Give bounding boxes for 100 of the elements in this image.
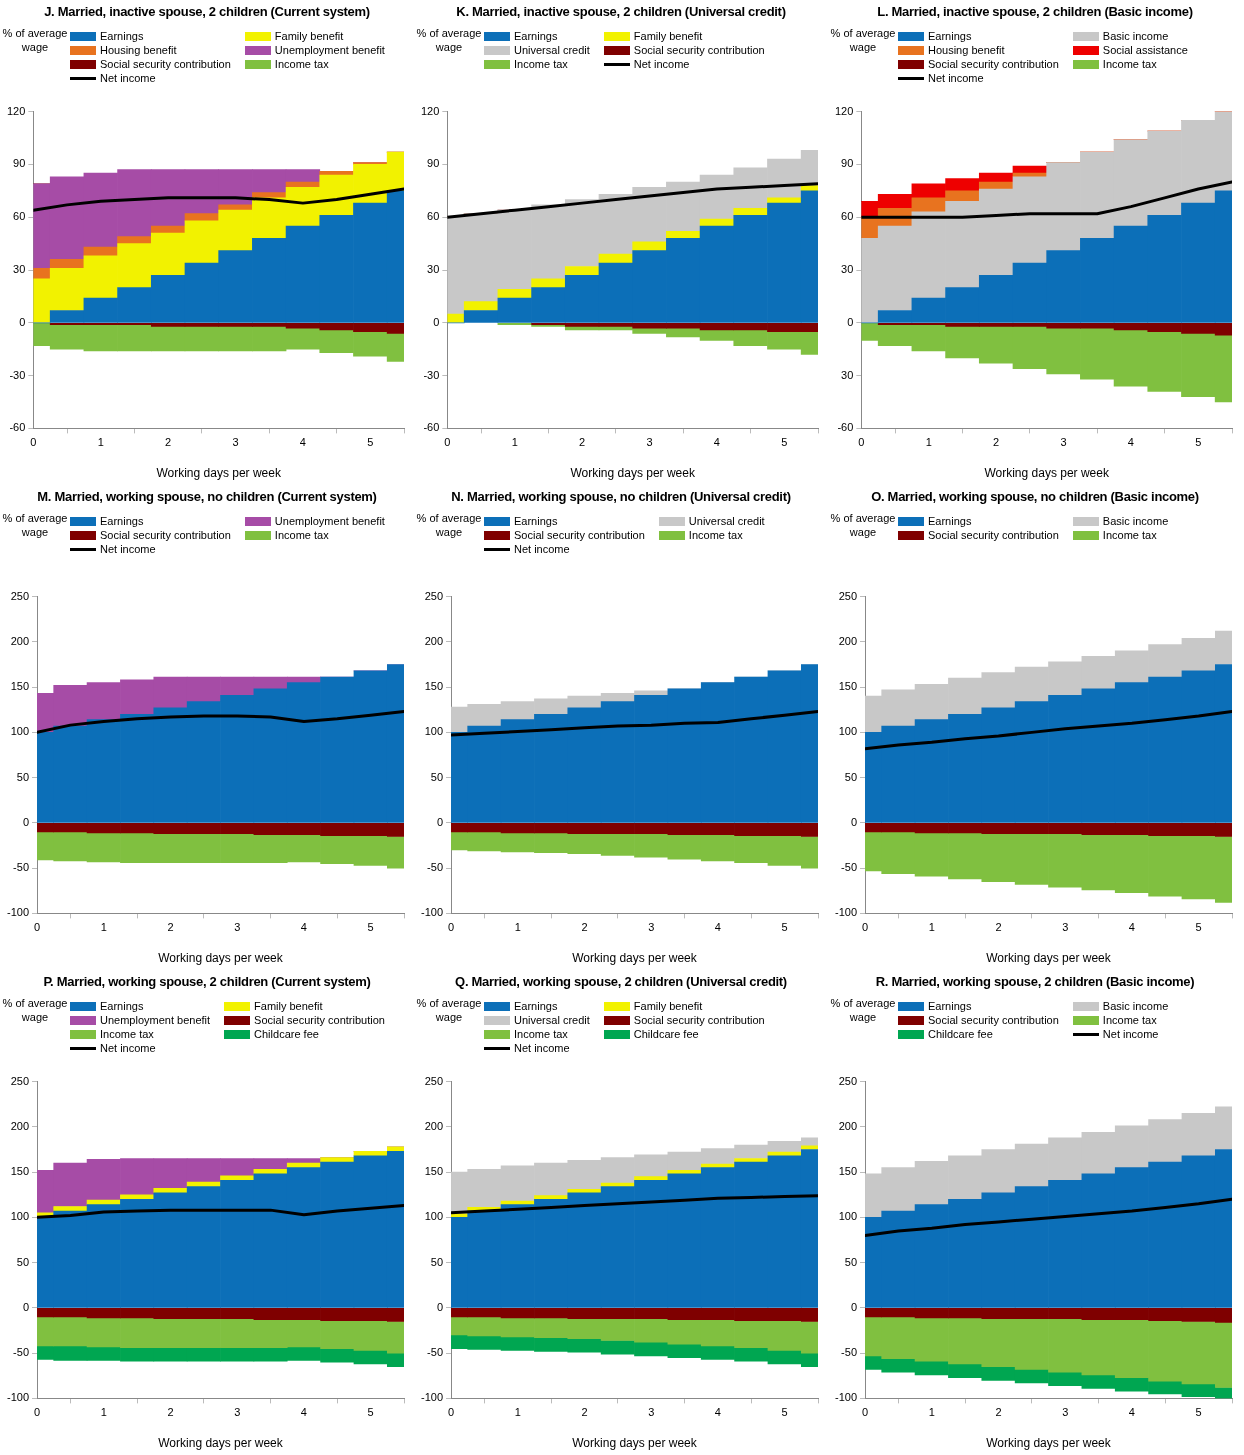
- legend-label: Unemployment benefit: [100, 1014, 211, 1026]
- y-tick-label: -100: [420, 906, 444, 919]
- y-tick-label: 90: [13, 157, 26, 170]
- y-tick-label: 50: [16, 1255, 30, 1268]
- legend-label: Childcare fee: [254, 1028, 319, 1040]
- legend-label: Unemployment benefit: [274, 515, 385, 527]
- chart-title: L. Married, inactive spouse, 2 children (Basic income): [876, 3, 1194, 21]
- y-tick-label: 250: [424, 1074, 444, 1087]
- legend-label: Earnings: [100, 1000, 144, 1012]
- x-tick-label: 4: [714, 1406, 721, 1419]
- y-tick-label: -50: [427, 1346, 444, 1359]
- y-axis-title: % of average wage: [415, 26, 483, 54]
- y-tick-label: -50: [13, 1346, 30, 1359]
- y-axis-title: % of average wage: [415, 996, 483, 1024]
- x-axis-title: Working days per week: [572, 951, 698, 966]
- legend-label: Housing benefit: [100, 44, 177, 56]
- legend-label: Earnings: [100, 515, 144, 527]
- legend-label: Childcare fee: [928, 1028, 993, 1040]
- y-tick-label: 250: [10, 1074, 30, 1087]
- x-tick-label: 1: [97, 436, 104, 449]
- x-tick-label: 2: [581, 1406, 588, 1419]
- y-tick-label: -30: [423, 368, 440, 381]
- y-tick-label: -100: [420, 1391, 444, 1404]
- x-tick-label: 1: [514, 921, 521, 934]
- legend-label: Social security contribution: [633, 1014, 765, 1026]
- x-axis-title: Working days per week: [158, 1436, 284, 1451]
- y-tick-label: 150: [838, 1165, 858, 1178]
- y-tick-label: 120: [834, 104, 854, 117]
- x-tick-label: 5: [781, 436, 788, 449]
- y-tick-label: 60: [427, 210, 440, 223]
- y-tick-label: 100: [424, 725, 444, 738]
- y-tick-label: 150: [838, 680, 858, 693]
- y-tick-label: 0: [850, 1300, 858, 1313]
- legend-label: Net income: [100, 543, 156, 555]
- x-tick-label: 5: [367, 1406, 374, 1419]
- x-tick-label: 1: [100, 921, 107, 934]
- x-tick-label: 5: [1195, 921, 1202, 934]
- x-tick-label: 1: [928, 921, 935, 934]
- legend-label: Social security contribution: [100, 58, 231, 70]
- y-tick-label: 100: [424, 1210, 444, 1223]
- legend-label: Net income: [633, 58, 690, 70]
- legend-label: Universal credit: [688, 515, 765, 527]
- chart-title: O. Married, working spouse, no children (Basic income): [870, 488, 1200, 506]
- y-tick-label: 150: [10, 680, 30, 693]
- y-tick-label: -50: [13, 861, 30, 874]
- legend-label: Net income: [514, 1042, 570, 1054]
- x-tick-label: 1: [100, 1406, 107, 1419]
- x-tick-label: 3: [1060, 436, 1067, 449]
- y-tick-label: -60: [423, 421, 440, 434]
- x-tick-label: 4: [1128, 921, 1135, 934]
- x-tick-label: 3: [646, 436, 653, 449]
- y-tick-label: -50: [841, 1346, 858, 1359]
- x-tick-label: 4: [714, 921, 721, 934]
- y-tick-label: 0: [436, 815, 444, 828]
- x-tick-label: 2: [167, 1406, 174, 1419]
- y-tick-label: 100: [838, 1210, 858, 1223]
- x-axis-title: Working days per week: [570, 466, 696, 481]
- y-tick-label: 250: [838, 589, 858, 602]
- y-tick-label: 150: [424, 680, 444, 693]
- x-tick-label: 3: [234, 921, 241, 934]
- y-tick-label: 150: [424, 1165, 444, 1178]
- legend-label: Social assistance: [1102, 44, 1188, 56]
- y-tick-label: 0: [433, 315, 440, 328]
- y-tick-label: 200: [838, 634, 858, 647]
- x-tick-label: 5: [781, 1406, 788, 1419]
- legend-label: Net income: [100, 72, 156, 84]
- x-tick-label: 3: [1062, 921, 1069, 934]
- legend-label: Universal credit: [514, 44, 590, 56]
- x-axis-title: Working days per week: [572, 1436, 698, 1451]
- chart-title: J. Married, inactive spouse, 2 children (Current system): [43, 3, 371, 21]
- y-tick-label: 250: [838, 1074, 858, 1087]
- x-tick-label: 0: [861, 1406, 869, 1419]
- y-tick-label: 200: [424, 634, 444, 647]
- chart-title: P. Married, working spouse, 2 children (Current system): [42, 973, 372, 991]
- x-tick-label: 0: [861, 921, 869, 934]
- y-tick-label: 200: [424, 1119, 444, 1132]
- x-tick-label: 2: [581, 921, 588, 934]
- legend-label: Net income: [514, 543, 570, 555]
- x-tick-label: 4: [1127, 436, 1134, 449]
- y-axis-title: % of average wage: [829, 996, 897, 1024]
- y-tick-label: -60: [837, 421, 854, 434]
- legend-label: Income tax: [1102, 58, 1157, 70]
- x-tick-label: 4: [713, 436, 720, 449]
- legend-label: Family benefit: [633, 1000, 703, 1012]
- y-tick-label: 30: [427, 263, 440, 276]
- x-tick-label: 3: [232, 436, 239, 449]
- y-tick-label: 60: [13, 210, 26, 223]
- legend-label: Earnings: [928, 515, 972, 527]
- legend-label: Basic income: [1102, 30, 1169, 42]
- y-tick-label: 30: [841, 368, 854, 381]
- legend-label: Income tax: [688, 529, 743, 541]
- x-tick-label: 2: [993, 436, 1000, 449]
- legend-label: Social security contribution: [928, 58, 1059, 70]
- x-tick-label: 2: [167, 921, 174, 934]
- y-axis-title: % of average wage: [1, 511, 69, 539]
- x-tick-label: 4: [300, 921, 307, 934]
- y-tick-label: 50: [430, 1255, 444, 1268]
- y-tick-label: 100: [838, 725, 858, 738]
- y-axis-title: % of average wage: [829, 511, 897, 539]
- legend-label: Earnings: [928, 30, 972, 42]
